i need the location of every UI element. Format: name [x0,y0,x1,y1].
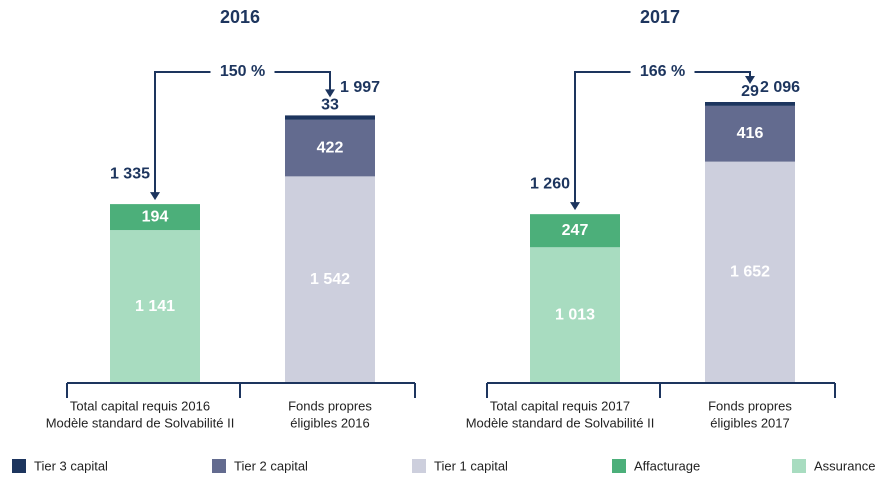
legend-swatch [792,459,806,473]
legend-label: Tier 1 capital [434,458,508,473]
data-label: 29 [741,83,759,100]
bar-segment [110,230,200,383]
bar-segment [530,247,620,383]
arrow-head [745,76,755,85]
legend-label: Assurance [814,458,875,473]
total-label: 1 335 [110,165,150,182]
arrow-head [150,192,160,201]
legend-label: Affacturage [634,458,700,473]
data-label: 422 [317,139,344,156]
x-tick-label: Fonds propres [708,398,792,413]
total-label: 2 096 [760,79,800,96]
bar-segment [530,214,620,248]
chart-title: 2017 [640,7,680,27]
bar-segment [705,105,795,162]
data-label: 194 [142,208,169,225]
ratio-label: 166 % [640,63,685,80]
ratio-label: 150 % [220,63,265,80]
x-tick-label: Modèle standard de Solvabilité II [46,415,235,430]
data-label: 1 652 [730,264,770,281]
legend-swatch [612,459,626,473]
data-label: 1 542 [310,271,350,288]
arrow-head [325,89,335,98]
legend-label: Tier 2 capital [234,458,308,473]
legend-swatch [12,459,26,473]
x-tick-label: éligibles 2016 [290,415,370,430]
data-label: 247 [562,222,589,239]
data-label: 1 013 [555,306,595,323]
bar-segment [285,119,375,177]
x-tick-label: Fonds propres [288,398,372,413]
ratio-bg [630,62,695,82]
x-tick-label: éligibles 2017 [710,415,790,430]
bar-segment [285,176,375,383]
total-label: 1 260 [530,175,570,192]
data-label: 416 [737,125,764,142]
bar-segment [705,161,795,383]
bar-segment [705,102,795,106]
ratio-bg [210,62,275,82]
legend-label: Tier 3 capital [34,458,108,473]
chart-title: 2016 [220,7,260,27]
x-tick-label: Modèle standard de Solvabilité II [466,415,655,430]
x-tick-label: Total capital requis 2017 [490,398,630,413]
legend-swatch [212,459,226,473]
bar-segment [110,204,200,231]
legend-swatch [412,459,426,473]
x-tick-label: Total capital requis 2016 [70,398,210,413]
bar-segment [285,115,375,120]
data-label: 1 141 [135,298,175,315]
arrow-head [570,202,580,211]
total-label: 1 997 [340,79,380,96]
data-label: 33 [321,97,339,114]
